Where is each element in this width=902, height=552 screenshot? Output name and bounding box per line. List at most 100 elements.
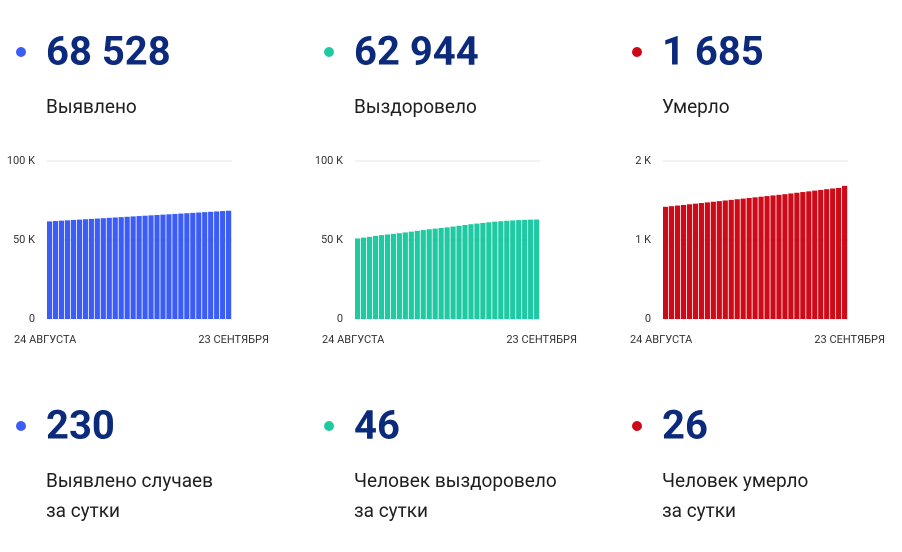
bar [468, 224, 474, 319]
bar [106, 217, 112, 319]
y-tick-label: 1 K [635, 233, 651, 246]
bar [64, 220, 71, 319]
bar [776, 194, 782, 319]
bar [82, 219, 88, 319]
bar [663, 206, 669, 319]
bar [118, 217, 124, 319]
bar [492, 221, 498, 319]
bar [160, 214, 166, 319]
bar [836, 187, 842, 319]
bar [408, 231, 414, 319]
y-tick-label: 50 K [13, 233, 35, 246]
bar [450, 226, 456, 319]
daily-value: 230 [46, 402, 115, 449]
total-value: 1 685 [662, 28, 764, 75]
bar [752, 197, 758, 319]
bullet [632, 47, 642, 57]
bar [686, 204, 693, 319]
daily-caption: за сутки [354, 499, 428, 522]
bar [100, 218, 106, 319]
bullet [16, 47, 26, 57]
bar [172, 213, 178, 319]
bar [504, 220, 510, 319]
bar [740, 198, 746, 319]
bar [668, 206, 675, 319]
bar [414, 230, 420, 319]
bar [534, 219, 540, 319]
bar [166, 214, 172, 319]
bar [842, 185, 848, 319]
bullet [632, 421, 642, 431]
bar [734, 199, 740, 319]
bar [830, 188, 836, 319]
bar [52, 221, 59, 319]
bar [704, 202, 710, 319]
bar [782, 194, 788, 319]
bar [528, 219, 534, 319]
bar [498, 221, 504, 319]
bar [47, 221, 53, 319]
bar [510, 220, 516, 319]
x-tick-label: 23 СЕНТЯБРЯ [198, 333, 269, 346]
bar [130, 216, 136, 319]
total-value: 62 944 [354, 28, 479, 75]
bar [366, 236, 373, 319]
bar [516, 220, 522, 319]
total-caption: Выздоровело [354, 95, 477, 118]
daily-caption: Человек умерло [662, 469, 808, 492]
bar [444, 227, 450, 319]
bar [462, 224, 468, 319]
bar [800, 192, 806, 319]
bar [154, 214, 160, 319]
bar [142, 215, 148, 319]
bar [680, 204, 687, 319]
bar [76, 219, 83, 319]
bar [378, 235, 385, 319]
y-tick-label: 50 K [321, 233, 343, 246]
x-tick-label: 23 СЕНТЯБРЯ [506, 333, 577, 346]
bar [360, 237, 367, 319]
daily-caption: Выявлено случаев [46, 469, 213, 492]
bar [426, 229, 432, 319]
bar [486, 222, 492, 319]
bar [220, 211, 226, 319]
bar [88, 218, 94, 319]
bar [788, 193, 794, 319]
bar [456, 225, 462, 319]
bar [148, 215, 154, 319]
x-tick-label: 24 АВГУСТА [630, 333, 693, 346]
bar [710, 201, 716, 319]
bar [824, 189, 830, 319]
bar [112, 217, 118, 319]
bar [178, 213, 184, 319]
bar [806, 191, 812, 319]
bar [794, 192, 800, 319]
bar [372, 235, 379, 319]
bar [58, 220, 65, 319]
bar [390, 233, 396, 319]
total-caption: Умерло [662, 95, 730, 118]
bar [764, 196, 770, 319]
x-tick-label: 24 АВГУСТА [322, 333, 385, 346]
bar [136, 216, 142, 319]
bar [355, 238, 361, 319]
bullet [16, 421, 26, 431]
bar [196, 212, 202, 319]
bullet [324, 421, 334, 431]
x-tick-label: 23 СЕНТЯБРЯ [814, 333, 885, 346]
y-tick-label: 0 [29, 312, 35, 325]
total-value: 68 528 [46, 28, 171, 75]
bar [698, 203, 704, 319]
bar [208, 211, 214, 319]
bar [214, 211, 220, 319]
y-tick-label: 2 K [635, 154, 651, 167]
daily-caption: Человек выздоровело [354, 469, 557, 492]
y-tick-label: 0 [337, 312, 343, 325]
bar [202, 212, 208, 319]
bullet [324, 47, 334, 57]
bar [420, 230, 426, 319]
bar [124, 216, 130, 319]
bar [812, 190, 818, 319]
bar [818, 189, 824, 319]
